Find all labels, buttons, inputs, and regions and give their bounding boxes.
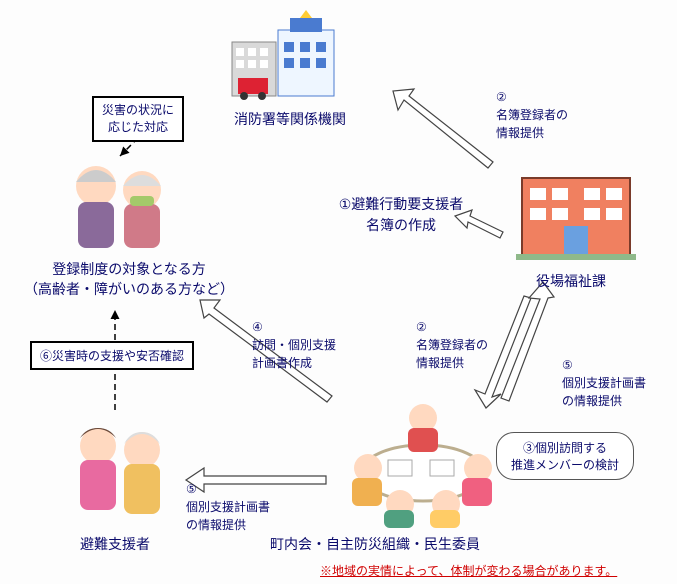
center-step-1: ①避難行動要支援者 名簿の作成	[326, 194, 476, 236]
edge-2b-l2: 情報提供	[416, 356, 464, 370]
edge-2a-label: ② 名簿登録者の 情報提供	[496, 88, 568, 142]
edge-5a-l2: の情報提供	[562, 394, 622, 408]
community-meeting-icon	[338, 378, 508, 528]
fire-station-icon	[228, 8, 338, 104]
edge-5b-l1: 個別支援計画書	[186, 500, 270, 514]
edge-2b-num: ②	[416, 320, 427, 334]
target-line1: 登録制度の対象となる方	[52, 261, 206, 277]
fire-agencies-label: 消防署等関係機関	[234, 110, 346, 130]
situational-line2: 応じた対応	[108, 120, 168, 134]
edge-6-text: 災害時の支援や安否確認	[52, 349, 184, 363]
elderly-couple-icon	[58, 156, 178, 256]
step3-bubble: ③個別訪問する 推進メンバーの検討	[496, 432, 634, 480]
edge-4-l1: 訪問・個別支援	[252, 338, 336, 352]
town-office-icon	[516, 168, 636, 264]
edge-5a-l1: 個別支援計画書	[562, 376, 646, 390]
edge-4-l2: 計画書作成	[252, 356, 312, 370]
edge-5b-label: ⑤ 個別支援計画書 の情報提供	[186, 480, 270, 534]
target-line2: （高齢者・障がいのある方など）	[24, 281, 234, 297]
step3-num: ③	[523, 441, 535, 455]
edge-2a-num: ②	[496, 90, 507, 104]
edge-5a-label: ⑤ 個別支援計画書 の情報提供	[562, 356, 646, 410]
edge-2b-l1: 名簿登録者の	[416, 338, 488, 352]
edge-2a-l2: 情報提供	[496, 126, 544, 140]
supporter-pair-icon	[60, 416, 180, 526]
arrow-a_off_fire	[393, 89, 493, 168]
situational-line1: 災害の状況に	[102, 103, 174, 117]
footnote: ※地域の実情によって、体制が変わる場合があります。	[320, 562, 617, 579]
edge-4-label: ④ 訪問・個別支援 計画書作成	[252, 318, 336, 372]
edge-5b-l2: の情報提供	[186, 518, 246, 532]
edge-5a-num: ⑤	[562, 358, 573, 372]
step1-line2: 名簿の作成	[366, 217, 436, 233]
edge-2a-l1: 名簿登録者の	[496, 108, 568, 122]
edge-2b-label: ② 名簿登録者の 情報提供	[416, 318, 488, 372]
evac-supporter-label: 避難支援者	[80, 535, 150, 555]
target-persons-label: 登録制度の対象となる方 （高齢者・障がいのある方など）	[14, 260, 244, 299]
step1-line1: 避難行動要支援者	[351, 196, 463, 212]
edge-6-num: ⑥	[40, 349, 52, 363]
edge-4-num: ④	[252, 320, 263, 334]
situational-response-box: 災害の状況に 応じた対応	[92, 96, 184, 142]
edge-5b-num: ⑤	[186, 482, 197, 496]
step1-num: ①	[339, 194, 352, 215]
edge-6-box: ⑥災害時の支援や安否確認	[30, 341, 194, 370]
town-office-label: 役場福祉課	[536, 272, 606, 292]
community-orgs-label: 町内会・自主防災組織・民生委員	[270, 535, 480, 555]
